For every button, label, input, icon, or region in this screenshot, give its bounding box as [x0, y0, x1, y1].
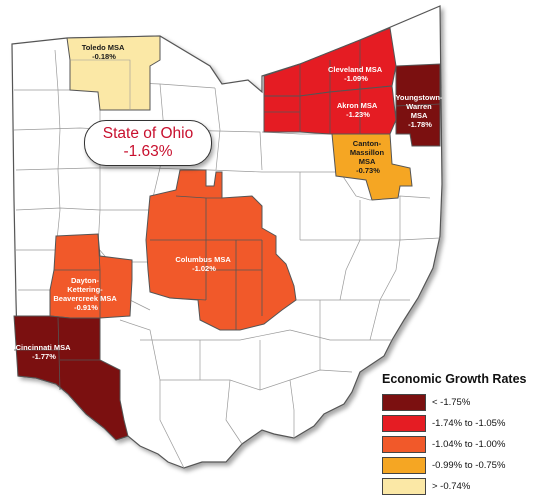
state-growth-value: -1.63% — [123, 143, 173, 160]
msa-labels: Toledo MSA -0.18% Cleveland MSA -1.09% A… — [16, 43, 444, 361]
legend-label: > -0.74% — [432, 481, 471, 492]
legend-label: < -1.75% — [432, 397, 471, 408]
state-title: State of Ohio — [102, 125, 194, 142]
label-youngstown: Youngstown- Warren MSA -1.78% — [395, 93, 444, 129]
legend-item: < -1.75% — [382, 392, 532, 413]
legend-swatch — [382, 436, 426, 453]
region-cincinnati — [13, 315, 129, 441]
legend-item: -0.99% to -0.75% — [382, 455, 532, 476]
label-columbus: Columbus MSA -1.02% — [175, 255, 232, 273]
region-canton — [331, 133, 413, 201]
label-akron: Akron MSA -1.23% — [337, 101, 379, 119]
msa-regions — [13, 27, 441, 441]
label-cincinnati: Cincinnati MSA -1.77% — [16, 343, 73, 361]
state-summary-badge: State of Ohio -1.63% — [84, 120, 212, 166]
legend-label: -1.04% to -1.00% — [432, 439, 506, 450]
legend-swatch — [382, 478, 426, 495]
legend-title: Economic Growth Rates — [382, 372, 527, 386]
label-canton: Canton- Massillon MSA -0.73% — [350, 139, 386, 175]
region-toledo — [66, 35, 161, 111]
legend-label: -0.99% to -0.75% — [432, 460, 506, 471]
legend-swatch — [382, 394, 426, 411]
legend: Economic Growth Rates < -1.75% -1.74% to… — [382, 372, 532, 497]
label-cleveland: Cleveland MSA -1.09% — [328, 65, 384, 83]
region-columbus — [145, 169, 297, 331]
label-toledo: Toledo MSA -0.18% — [82, 43, 127, 61]
legend-item: -1.04% to -1.00% — [382, 434, 532, 455]
legend-swatch — [382, 457, 426, 474]
label-dayton: Dayton- Kettering- Beavercreek MSA -0.91… — [53, 276, 118, 312]
legend-item: -1.74% to -1.05% — [382, 413, 532, 434]
legend-label: -1.74% to -1.05% — [432, 418, 506, 429]
region-dayton — [49, 233, 133, 319]
legend-swatch — [382, 415, 426, 432]
legend-item: > -0.74% — [382, 476, 532, 497]
